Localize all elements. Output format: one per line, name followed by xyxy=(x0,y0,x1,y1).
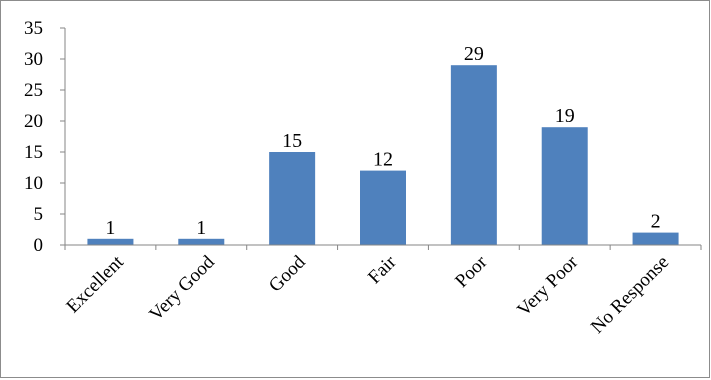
bar-excellent xyxy=(87,238,134,245)
bars-layer xyxy=(87,65,679,245)
y-tick-label: 10 xyxy=(24,173,43,194)
axis-layer xyxy=(60,27,702,250)
y-tick-label: 25 xyxy=(24,80,43,101)
data-label: 19 xyxy=(555,105,575,127)
data-label: 29 xyxy=(464,43,484,65)
x-category-label: Very Poor xyxy=(513,251,582,320)
x-category-label: Good xyxy=(265,251,310,296)
data-label: 12 xyxy=(373,149,393,171)
data-label: 1 xyxy=(105,217,115,239)
x-category-label: Excellent xyxy=(62,251,128,317)
bar-poor xyxy=(450,65,497,245)
y-tick-label: 30 xyxy=(24,49,43,70)
bar-good xyxy=(269,152,316,245)
bar-very-poor xyxy=(541,127,588,245)
bar-very-good xyxy=(178,238,225,245)
x-category-label: Poor xyxy=(451,251,492,292)
x-category-label: No Response xyxy=(587,252,673,338)
bar-fair xyxy=(360,170,406,245)
data-label: 1 xyxy=(196,217,206,239)
y-tick-label: 0 xyxy=(34,235,44,256)
bar-no-response xyxy=(632,232,679,245)
y-tick-label: 15 xyxy=(24,142,43,163)
x-category-label: Very Good xyxy=(145,251,219,325)
y-tick-label: 20 xyxy=(24,111,43,132)
y-tick-label: 35 xyxy=(24,18,43,39)
x-category-label: Fair xyxy=(364,251,401,288)
data-label: 15 xyxy=(282,130,302,152)
y-tick-label: 5 xyxy=(34,204,44,225)
data-label: 2 xyxy=(651,211,661,233)
